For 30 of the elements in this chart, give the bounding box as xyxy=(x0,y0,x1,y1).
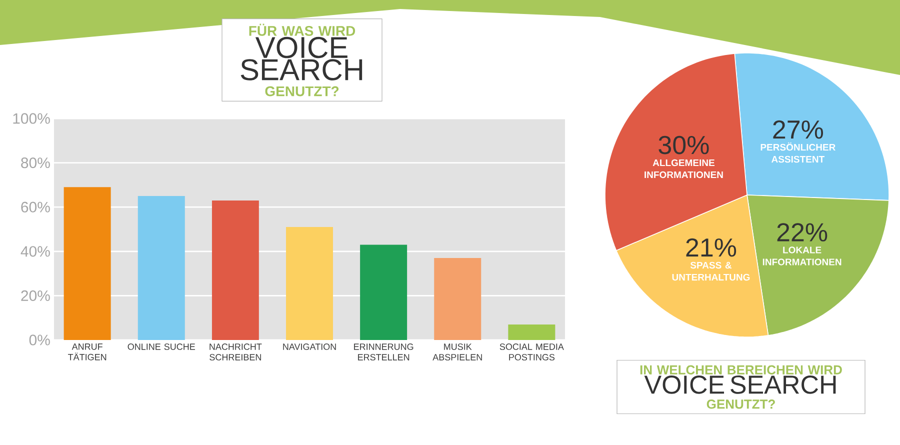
bar xyxy=(286,227,333,340)
x-tick-label: SOCIAL MEDIA POSTINGS xyxy=(500,344,564,360)
x-tick-label: NACHRICHT SCHREIBEN xyxy=(210,344,262,360)
data-label: 22% xyxy=(777,223,828,242)
bar xyxy=(434,258,482,340)
x-tick-label: NAVIGATION xyxy=(283,344,336,350)
slice-label: PERSÖNLICHER ASSISTENT xyxy=(760,142,836,163)
bar xyxy=(212,200,259,340)
y-tick-label: 20% xyxy=(21,290,50,302)
data-label: 30% xyxy=(658,136,709,154)
x-tick-label: ERINNERUNG ERSTELLEN xyxy=(354,344,414,360)
y-tick-label: 40% xyxy=(20,246,50,257)
y-tick-label: 0% xyxy=(29,334,50,346)
bar xyxy=(138,196,185,340)
data-label: 27% xyxy=(773,120,824,139)
y-tick-label: 60% xyxy=(21,202,50,212)
x-tick-label: MUSIK ABSPIELEN xyxy=(432,344,482,360)
chart-title: FÜR WAS WIRD VOICE SEARCH GENUTZT? xyxy=(240,24,362,96)
y-tick-label: 100% xyxy=(13,113,50,124)
bar xyxy=(64,187,111,340)
text: IN WELCHEN BEREICHEN WIRD VOICE SEARCH GENUTZT? xyxy=(640,365,842,409)
x-tick-label: ANRUF TÄTIGEN xyxy=(68,344,106,360)
bar xyxy=(508,324,556,340)
slice-label: SPASS & UNTERHALTUNG xyxy=(672,262,750,281)
y-tick-label: 80% xyxy=(21,157,50,168)
x-tick-label: ONLINE SUCHE xyxy=(128,344,195,350)
bar xyxy=(360,244,408,340)
data-label: 21% xyxy=(686,238,736,257)
slice-label: LOKALE INFORMATIONEN xyxy=(762,246,842,266)
slice-label: ALLGEMEINE INFORMATIONEN xyxy=(644,159,723,178)
